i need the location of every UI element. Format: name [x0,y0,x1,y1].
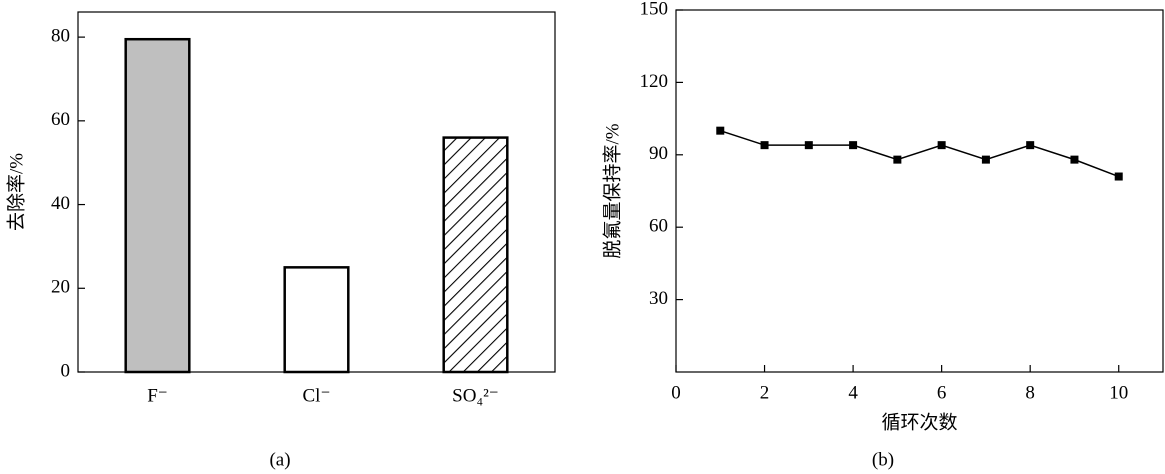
x-tick-label: 2 [760,382,770,403]
x-tick-label: Cl⁻ [303,385,331,406]
plot-frame [675,9,1164,373]
marker [1070,155,1079,164]
y-tick-label: 40 [51,193,70,214]
marker [1026,141,1035,150]
y-tick-label: 150 [640,0,669,19]
x-tick-label: 4 [848,382,858,403]
plot-frame [77,11,556,373]
caption: (b) [872,449,894,470]
caption: (a) [269,449,290,470]
y-axis-label: 去除率/% [5,153,27,231]
y-tick-label: 30 [649,288,668,309]
y-tick-label: 80 [51,25,70,46]
x-tick-label: 0 [671,382,681,403]
marker [1114,172,1123,181]
bar [283,266,350,374]
y-tick-label: 0 [61,360,71,381]
y-tick-label: 60 [51,109,70,130]
x-tick-label: 8 [1025,382,1035,403]
data-line [720,129,1119,178]
y-axis-label: 脱氟量保持率/% [601,123,623,258]
y-tick-label: 60 [649,216,668,237]
y-tick-label: 20 [51,277,70,298]
x-tick-label: F⁻ [147,385,168,406]
x-tick-label: 6 [937,382,947,403]
y-tick-label: 90 [649,143,668,164]
x-axis-label: 循环次数 [881,411,957,433]
marker [804,141,813,150]
x-tick-label: 10 [1109,382,1128,403]
marker [760,141,769,150]
bar [124,37,191,374]
marker [893,155,902,164]
marker [849,141,858,150]
x-tick-label: SO₄²⁻ [452,385,499,406]
y-tick-label: 120 [640,71,669,92]
marker [981,155,990,164]
bar [442,136,509,374]
marker [716,126,725,135]
marker [937,141,946,150]
